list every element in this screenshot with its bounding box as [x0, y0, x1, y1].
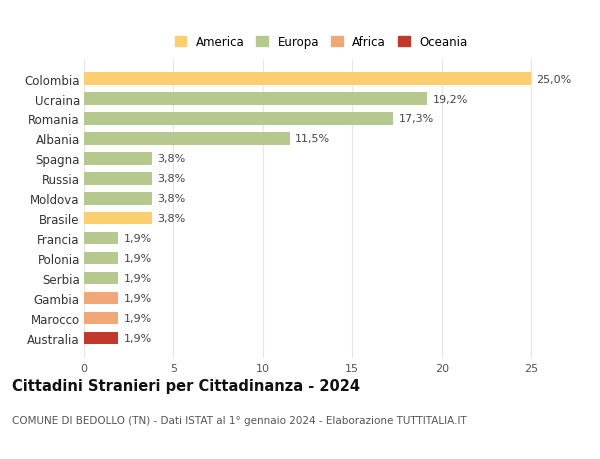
Text: 25,0%: 25,0%	[536, 74, 572, 84]
Bar	[84, 213, 152, 225]
Bar	[84, 233, 118, 245]
Bar	[84, 332, 118, 344]
Text: 1,9%: 1,9%	[124, 333, 152, 343]
Bar	[84, 272, 118, 285]
Text: 1,9%: 1,9%	[124, 234, 152, 244]
Text: 3,8%: 3,8%	[157, 174, 185, 184]
Text: 1,9%: 1,9%	[124, 274, 152, 284]
Legend: America, Europa, Africa, Oceania: America, Europa, Africa, Oceania	[171, 33, 471, 53]
Bar	[84, 153, 152, 165]
Bar	[84, 292, 118, 305]
Text: 1,9%: 1,9%	[124, 293, 152, 303]
Text: 17,3%: 17,3%	[399, 114, 434, 124]
Text: Cittadini Stranieri per Cittadinanza - 2024: Cittadini Stranieri per Cittadinanza - 2…	[12, 379, 360, 394]
Text: 3,8%: 3,8%	[157, 194, 185, 204]
Text: 1,9%: 1,9%	[124, 254, 152, 263]
Bar	[84, 73, 531, 85]
Bar	[84, 252, 118, 265]
Bar	[84, 312, 118, 325]
Bar	[84, 173, 152, 185]
Bar	[84, 93, 427, 106]
Bar	[84, 113, 394, 125]
Text: 3,8%: 3,8%	[157, 214, 185, 224]
Text: 11,5%: 11,5%	[295, 134, 330, 144]
Bar	[84, 133, 290, 146]
Text: COMUNE DI BEDOLLO (TN) - Dati ISTAT al 1° gennaio 2024 - Elaborazione TUTTITALIA: COMUNE DI BEDOLLO (TN) - Dati ISTAT al 1…	[12, 415, 467, 425]
Bar	[84, 193, 152, 205]
Text: 1,9%: 1,9%	[124, 313, 152, 323]
Text: 19,2%: 19,2%	[433, 95, 468, 104]
Text: 3,8%: 3,8%	[157, 154, 185, 164]
